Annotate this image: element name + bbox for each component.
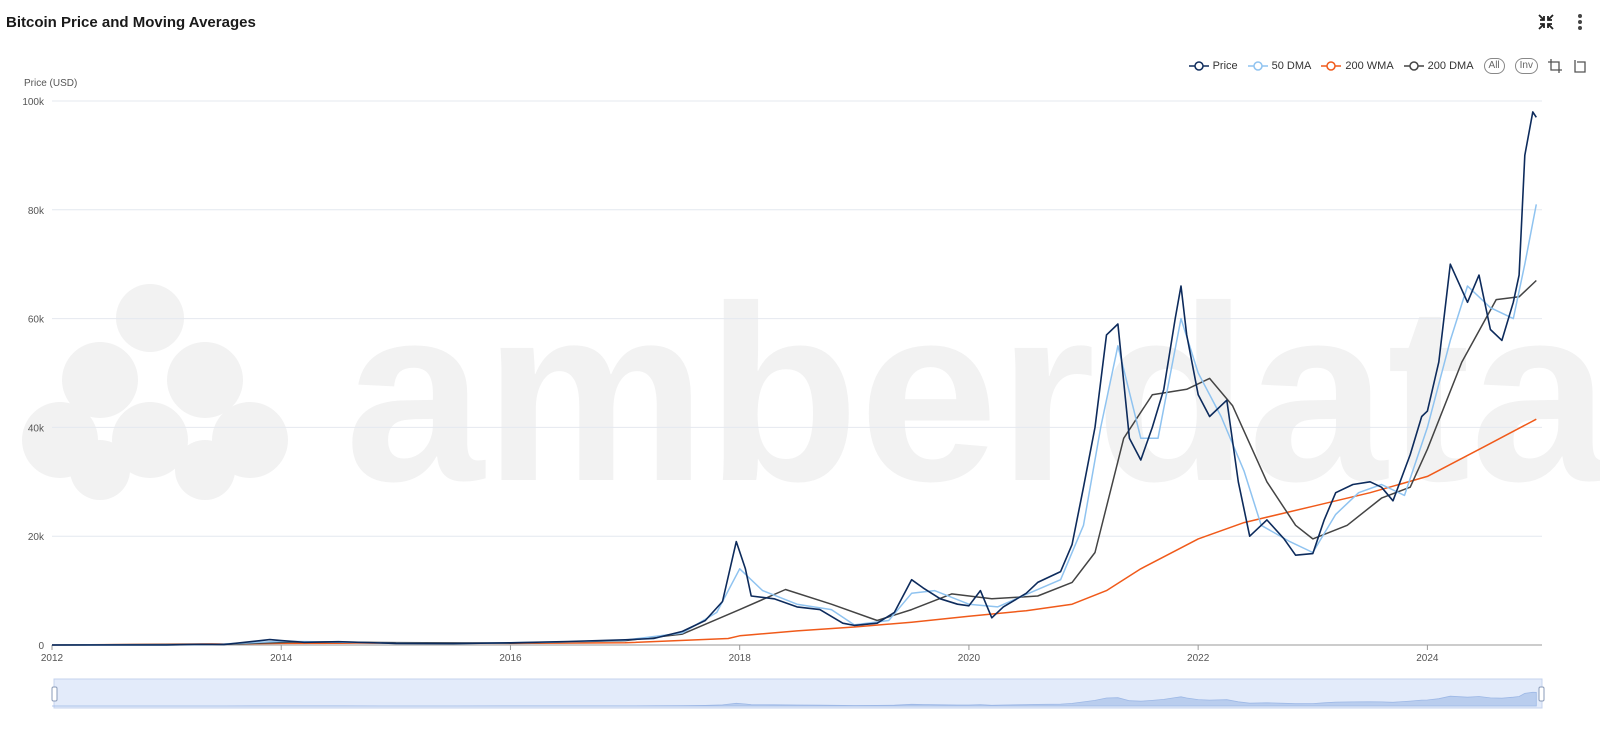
navigator-right-handle[interactable]: [1538, 686, 1545, 702]
logo-dot: [112, 402, 188, 478]
navigator-series: [52, 691, 1537, 707]
y-tick-label: 20k: [28, 532, 45, 543]
series-lines: [51, 111, 1538, 646]
y-axis-ticks: 0 20k 40k 60k 80k 100k: [22, 97, 45, 652]
chart-legend: Price 50 DMA 200 WMA 200 DMA All Inv: [1188, 58, 1586, 74]
y-tick-label: 60k: [28, 315, 45, 326]
x-axis-ticks: 2012 2014 2016 2018 2020 2022 2024: [41, 645, 1439, 664]
chart-title: Bitcoin Price and Moving Averages: [6, 14, 256, 31]
logo-dot: [70, 440, 130, 500]
amberdata-watermark: amberdata: [345, 254, 1600, 533]
logo-dot: [62, 342, 138, 418]
amberdata-logo-watermark: [22, 284, 288, 500]
legend-label-price: Price: [1212, 60, 1238, 72]
legend-item-200-wma[interactable]: 200 WMA: [1321, 60, 1394, 72]
y-tick-label: 80k: [28, 206, 45, 217]
x-tick-label: 2024: [1416, 653, 1439, 664]
y-tick-label: 100k: [22, 97, 45, 108]
chart-header-actions: [1536, 12, 1590, 32]
reset-crop-icon[interactable]: [1572, 59, 1586, 73]
x-tick-label: 2018: [729, 653, 752, 664]
crop-icon[interactable]: [1548, 59, 1562, 73]
legend-item-200-dma[interactable]: 200 DMA: [1403, 60, 1474, 72]
logo-dot: [175, 440, 235, 500]
kebab-menu-icon[interactable]: [1570, 12, 1590, 32]
legend-label-200-wma: 200 WMA: [1345, 60, 1394, 72]
x-tick-label: 2022: [1187, 653, 1210, 664]
logo-dot: [167, 342, 243, 418]
legend-label-50-dma: 50 DMA: [1271, 60, 1312, 72]
y-tick-label: 0: [38, 641, 44, 652]
legend-label-200-dma: 200 DMA: [1427, 60, 1474, 72]
logo-dot: [116, 284, 184, 352]
series-line-price: [51, 111, 1537, 646]
y-axis-label: Price (USD): [24, 78, 77, 89]
x-tick-label: 2020: [958, 653, 981, 664]
navigator-left-handle[interactable]: [51, 686, 58, 702]
x-tick-label: 2016: [499, 653, 522, 664]
all-toggle-button[interactable]: All: [1483, 58, 1505, 74]
legend-item-50-dma[interactable]: 50 DMA: [1247, 60, 1312, 72]
range-navigator[interactable]: [51, 678, 1545, 709]
x-tick-label: 2014: [270, 653, 293, 664]
collapse-arrows-icon[interactable]: [1536, 12, 1556, 32]
y-tick-label: 40k: [28, 423, 45, 434]
inv-toggle-button[interactable]: Inv: [1514, 58, 1538, 74]
x-tick-label: 2012: [41, 653, 64, 664]
grid-lines: [52, 100, 1542, 646]
navigator-range[interactable]: [53, 678, 1543, 709]
legend-item-price[interactable]: Price: [1188, 60, 1238, 72]
